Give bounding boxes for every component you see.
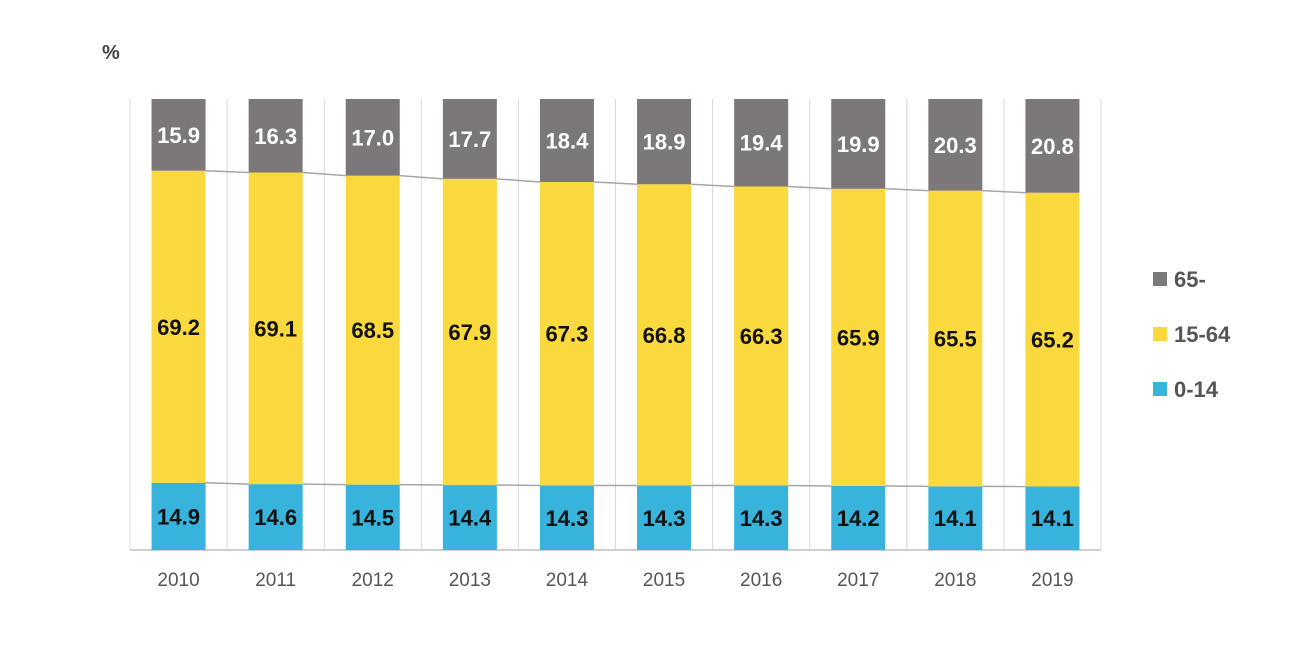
x-tick-label: 2013 (449, 570, 491, 591)
data-label-65-: 19.9 (837, 132, 880, 157)
x-tick-label: 2015 (643, 570, 685, 591)
x-tick-label: 2012 (352, 570, 394, 591)
data-label-0-14: 14.3 (740, 506, 783, 531)
data-label-15-64: 65.5 (934, 326, 977, 351)
data-label-0-14: 14.1 (1031, 506, 1074, 531)
x-tick-label: 2014 (546, 570, 589, 591)
data-label-65-: 19.4 (740, 131, 784, 156)
legend-label: 0-14 (1174, 377, 1219, 402)
legend-swatch (1153, 327, 1167, 341)
data-label-15-64: 69.2 (157, 315, 200, 340)
series-connector-line (885, 189, 928, 191)
data-label-65-: 16.3 (254, 124, 297, 149)
data-label-15-64: 65.2 (1031, 328, 1074, 353)
legend-label: 15-64 (1174, 322, 1231, 347)
data-label-15-64: 69.1 (254, 316, 297, 341)
data-label-0-14: 14.9 (157, 504, 200, 529)
x-tick-label: 2019 (1031, 570, 1073, 591)
data-label-65-: 18.9 (643, 130, 686, 155)
data-label-0-14: 14.5 (351, 505, 394, 530)
series-connector-line (982, 191, 1025, 193)
x-tick-label: 2010 (157, 570, 199, 591)
data-label-65-: 17.7 (448, 127, 491, 152)
data-label-0-14: 14.1 (934, 506, 977, 531)
legend-swatch (1153, 382, 1167, 396)
data-label-15-64: 66.8 (643, 323, 686, 348)
data-label-15-64: 67.3 (546, 322, 589, 347)
y-unit-label: % (102, 42, 120, 65)
data-label-0-14: 14.6 (254, 505, 297, 530)
data-label-0-14: 14.2 (837, 506, 880, 531)
data-label-15-64: 66.3 (740, 324, 783, 349)
x-tick-label: 2018 (934, 570, 976, 591)
legend-swatch (1153, 272, 1167, 286)
series-connector-line (206, 171, 249, 173)
data-label-65-: 15.9 (157, 123, 200, 148)
data-label-65-: 20.8 (1031, 134, 1074, 159)
data-label-0-14: 14.3 (546, 506, 589, 531)
x-tick-label: 2016 (740, 570, 782, 591)
data-label-0-14: 14.3 (643, 506, 686, 531)
legend-label: 65- (1174, 267, 1206, 292)
x-tick-label: 2017 (837, 570, 879, 591)
data-label-15-64: 67.9 (448, 320, 491, 345)
data-label-15-64: 65.9 (837, 325, 880, 350)
series-connector-line (206, 483, 249, 484)
x-tick-label: 2011 (255, 570, 296, 591)
data-label-65-: 18.4 (546, 128, 590, 153)
data-label-15-64: 68.5 (351, 318, 394, 343)
data-label-0-14: 14.4 (448, 506, 492, 531)
data-label-65-: 20.3 (934, 133, 977, 158)
data-label-65-: 17.0 (351, 125, 394, 150)
